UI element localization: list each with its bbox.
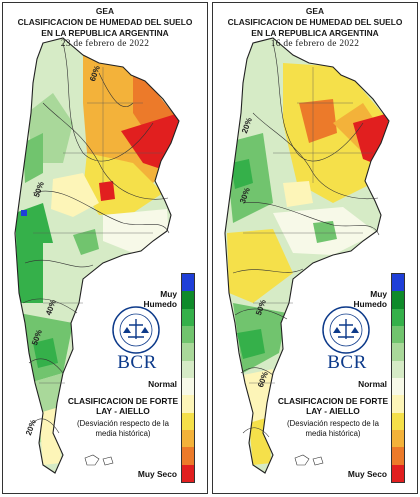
malvinas-islands-east	[102, 456, 114, 466]
argentina-moisture-map	[224, 37, 390, 474]
scale-swatch	[182, 412, 194, 430]
scale-swatch	[182, 308, 194, 326]
contour-lines	[232, 42, 380, 438]
scale-swatch	[182, 464, 194, 482]
country-outline	[224, 37, 390, 474]
scale-swatch	[392, 308, 404, 326]
soil-moisture-map-feb-23: GEA CLASIFICACION DE HUMEDAD DEL SUELO E…	[2, 2, 208, 494]
legend-label-normal: Normal	[148, 379, 177, 389]
malvinas-islands	[84, 454, 100, 466]
scale-swatch	[392, 291, 404, 309]
scale-swatch	[182, 447, 194, 465]
classification-note: (Desviación respecto de la media históri…	[287, 419, 379, 438]
argentina-moisture-map	[14, 37, 180, 474]
very-wet-spot	[21, 210, 27, 216]
classification-title: CLASIFICACION DE FORTE LAY - AIELLO	[277, 396, 389, 416]
province-borders	[243, 67, 373, 384]
legend-label-very-dry: Muy Seco	[347, 469, 387, 479]
bcr-brand: BCR	[327, 352, 367, 373]
classification-title: CLASIFICACION DE FORTE LAY - AIELLO	[67, 396, 179, 416]
legend-label-very-wet: Muy Humedo	[143, 289, 178, 309]
malvinas-islands	[294, 454, 310, 466]
scale-swatch	[182, 395, 194, 413]
bcr-seal-logo	[322, 306, 370, 354]
title-line-3: EN LA REPUBLICA ARGENTINA	[251, 28, 379, 38]
title-line-1: GEA	[95, 6, 115, 16]
scale-swatch	[392, 447, 404, 465]
province-borders	[33, 67, 163, 384]
legend-label-very-wet: Muy Humedo	[353, 289, 388, 309]
scale-swatch	[392, 274, 404, 292]
bcr-brand: BCR	[117, 352, 157, 373]
title-line-2: CLASIFICACION DE HUMEDAD DEL SUELO	[17, 17, 193, 27]
scale-swatch	[182, 360, 194, 378]
soil-moisture-map-feb-16: GEA CLASIFICACION DE HUMEDAD DEL SUELO E…	[212, 2, 418, 494]
moisture-color-scale	[181, 273, 195, 483]
map-title: GEA CLASIFICACION DE HUMEDAD DEL SUELO E…	[3, 6, 207, 50]
map-date: 16 de febrero de 2022	[270, 39, 360, 49]
scale-swatch	[392, 429, 404, 448]
map-date: 23 de febrero de 2022	[60, 39, 150, 49]
classification-note: (Desviación respecto de la media históri…	[77, 419, 169, 438]
scale-swatch	[182, 429, 194, 448]
scale-swatch	[182, 325, 194, 344]
scale-swatch	[392, 395, 404, 413]
scale-swatch	[182, 291, 194, 309]
scale-swatch	[392, 377, 404, 396]
country-outline	[14, 37, 180, 474]
title-line-2: CLASIFICACION DE HUMEDAD DEL SUELO	[227, 17, 403, 27]
map-title: GEA CLASIFICACION DE HUMEDAD DEL SUELO E…	[213, 6, 417, 50]
moisture-color-scale	[391, 273, 405, 483]
scale-swatch	[182, 274, 194, 292]
scale-swatch	[392, 464, 404, 482]
title-line-3: EN LA REPUBLICA ARGENTINA	[41, 28, 169, 38]
legend-label-very-dry: Muy Seco	[137, 469, 177, 479]
scale-swatch	[182, 343, 194, 361]
title-line-1: GEA	[305, 6, 325, 16]
scale-swatch	[392, 360, 404, 378]
malvinas-islands-east	[312, 456, 324, 466]
bcr-seal-logo	[112, 306, 160, 354]
scale-swatch	[392, 325, 404, 344]
legend-label-normal: Normal	[358, 379, 387, 389]
scale-swatch	[182, 377, 194, 396]
scale-swatch	[392, 343, 404, 361]
scale-swatch	[392, 412, 404, 430]
